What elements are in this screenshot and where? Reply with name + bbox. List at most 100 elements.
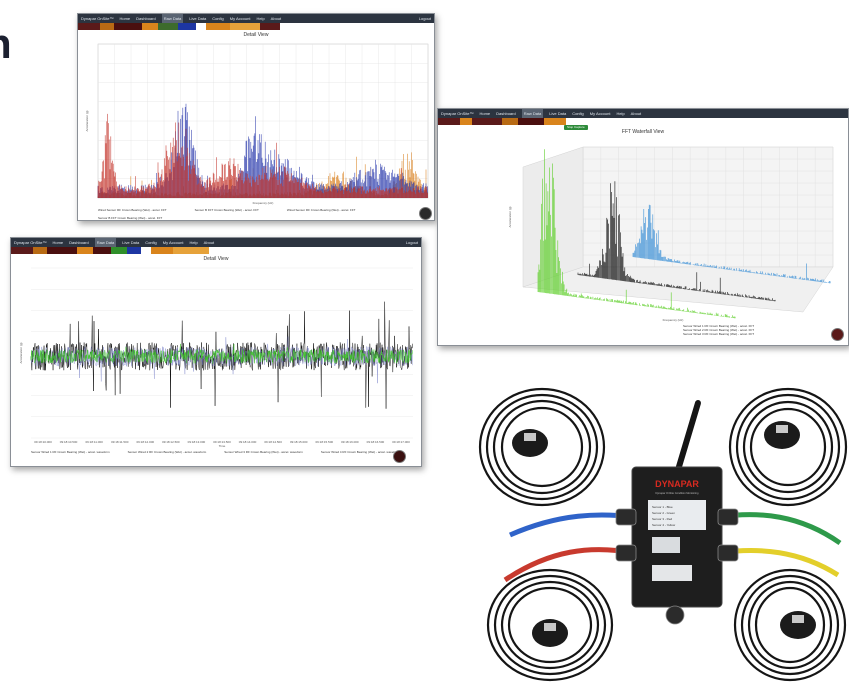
x-tick-label: 09:18:15.500: [316, 440, 334, 444]
nav-logout[interactable]: Logout: [418, 16, 431, 21]
x-tick-label: 09:18:16.500: [367, 440, 385, 444]
nav-help[interactable]: Help: [616, 111, 625, 116]
legend-item[interactable]: Sensor Wired 4 RF Crown Bearing (Wet) - …: [320, 450, 400, 454]
x-tick-label: 09:18:15.000: [290, 440, 308, 444]
nav-account[interactable]: My Account: [162, 240, 184, 245]
fft-plot[interactable]: Frequency (Hz) Acceleration (g): [78, 14, 434, 220]
x-axis-label: Time: [219, 444, 226, 448]
fft-detail-screenshot: Dynapar OnSite™ Home Dashboard Raw Data …: [77, 13, 435, 221]
nav-brand[interactable]: Dynapar OnSite™: [441, 111, 474, 116]
x-tick-label: 09:18:13.000: [188, 440, 206, 444]
device-info-label: [648, 500, 706, 530]
nav-home[interactable]: Home: [52, 240, 64, 245]
settings-gear-icon[interactable]: [831, 328, 844, 341]
nav-about[interactable]: About: [630, 111, 642, 116]
connectors: [615, 508, 739, 625]
waveform-detail-screenshot: Dynapar OnSite™ Home Dashboard Raw Data …: [10, 237, 422, 467]
waveform-series-green: [30, 343, 413, 365]
x-tick-label: 09:18:14.000: [239, 440, 257, 444]
waterfall-series-blue: [632, 204, 831, 284]
nav-live-data[interactable]: Live Data: [189, 16, 207, 21]
chart-title: Detail View: [203, 256, 229, 262]
waterfall-plot[interactable]: Acceleration (g) Frequency (Hz): [438, 109, 848, 345]
device-label-line: Sensor 1 - Blue: [652, 505, 673, 509]
x-tick-label: 09:18:17.000: [392, 440, 410, 444]
chart-legend: Wired Sensor RF Crown Bearing (Wet) - ac…: [98, 208, 414, 220]
nav-dashboard[interactable]: Dashboard: [69, 240, 89, 245]
nav-config[interactable]: Config: [572, 111, 584, 116]
legend-item[interactable]: Sensor B FFT Crown Bearing (Wet) - accel…: [194, 208, 259, 212]
brand-label: DYNAPAR: [655, 479, 699, 489]
nav-help[interactable]: Help: [256, 16, 265, 21]
nav-dashboard[interactable]: Dashboard: [136, 16, 156, 21]
nav-bar: Dynapar OnSite™ Home Dashboard Raw Data …: [78, 14, 434, 23]
legend-item[interactable]: Wired Sensor RF Crown Bearing (Wet) - ac…: [98, 208, 167, 212]
fft-series-red: [97, 113, 428, 198]
x-axis-label: Frequency (Hz): [663, 318, 684, 322]
nav-config[interactable]: Config: [145, 240, 157, 245]
sensor-status-bar: [11, 247, 421, 254]
nav-config[interactable]: Config: [212, 16, 224, 21]
mid-label: [652, 537, 680, 553]
x-tick-label: 09:18:10.500: [60, 440, 78, 444]
x-tick-label: 09:18:11.500: [111, 440, 129, 444]
device-label-line: Sensor 3 - Red: [652, 517, 673, 521]
nav-brand[interactable]: Dynapar OnSite™: [14, 240, 47, 245]
nav-raw-data[interactable]: Raw Data: [161, 14, 184, 23]
lower-label: [652, 565, 692, 581]
page-heading-fragment: n: [0, 20, 12, 68]
device-label-line: Sensor 2 - Green: [652, 511, 675, 515]
nav-bar: Dynapar OnSite™ Home Dashboard Raw Data …: [438, 109, 848, 118]
nav-live-data[interactable]: Live Data: [549, 111, 567, 116]
sensor-status-bar: [438, 118, 848, 125]
legend-item[interactable]: Sensor B FFT Crown Bearing (Wet) - accel…: [98, 216, 163, 220]
nav-about[interactable]: About: [270, 16, 282, 21]
y-axis-label: Acceleration (g): [85, 110, 89, 131]
cable-coils: [478, 387, 848, 682]
settings-gear-icon[interactable]: [393, 450, 406, 463]
legend-item[interactable]: Sensor Wired 1 RF Crown Bearing (Wet) - …: [683, 324, 755, 328]
chart-legend: Sensor Wired 1 RF Crown Bearing (Wet) - …: [31, 450, 401, 454]
x-tick-label: 09:18:14.500: [264, 440, 282, 444]
nav-raw-data[interactable]: Raw Data: [94, 238, 117, 247]
y-axis-label: Acceleration (g): [508, 206, 512, 227]
x-tick-label: 09:18:12.000: [137, 440, 155, 444]
stop-capture-button[interactable]: Stop Capture: [564, 125, 588, 130]
waveform-plot[interactable]: 09:18:10.000 09:18:10.500 09:18:11.000 09:1…: [11, 238, 421, 466]
nav-live-data[interactable]: Live Data: [122, 240, 140, 245]
legend-item[interactable]: Sensor Wired 3 RF Crown Bearing (Wet) - …: [224, 450, 303, 454]
settings-gear-icon[interactable]: [419, 207, 432, 220]
y-axis-label: Acceleration (g): [19, 342, 23, 363]
nav-about[interactable]: About: [203, 240, 215, 245]
nav-brand[interactable]: Dynapar OnSite™: [81, 16, 114, 21]
antenna: [675, 400, 701, 473]
waterfall-series-green: [537, 149, 736, 319]
x-tick-label: 09:18:13.500: [213, 440, 231, 444]
fft-waterfall-screenshot: Dynapar OnSite™ Home Dashboard Raw Data …: [437, 108, 849, 346]
nav-home[interactable]: Home: [479, 111, 491, 116]
device-tagline: Dynapar OnSite Condition Monitoring: [656, 491, 700, 495]
nav-account[interactable]: My Account: [229, 16, 251, 21]
chart-legend: Sensor Wired 1 RF Crown Bearing (Wet) - …: [683, 324, 754, 336]
nav-account[interactable]: My Account: [589, 111, 611, 116]
nav-help[interactable]: Help: [189, 240, 198, 245]
legend-item[interactable]: Sensor Wired 1 RF Crown Bearing (Wet) - …: [31, 450, 110, 454]
sensor-hub-illustration: DYNAPAR Dynapar OnSite Condition Monitor…: [478, 387, 848, 682]
legend-item[interactable]: Sensor Wired 3 RF Crown Bearing (Wet) - …: [683, 332, 755, 336]
x-tick-label: 09:18:10.000: [34, 440, 52, 444]
device-label-line: Sensor 4 - Yellow: [652, 523, 676, 527]
nav-home[interactable]: Home: [119, 16, 131, 21]
nav-dashboard[interactable]: Dashboard: [496, 111, 516, 116]
sensor-status-bar: [78, 23, 434, 30]
nav-raw-data[interactable]: Raw Data: [521, 109, 544, 118]
nav-logout[interactable]: Logout: [405, 240, 418, 245]
legend-item[interactable]: Wired Sensor RF Crown Bearing (Wet) - ac…: [286, 208, 356, 212]
x-tick-label: 09:18:11.000: [85, 440, 103, 444]
x-axis-label: Frequency (Hz): [253, 201, 274, 205]
chart-title: Detail View: [243, 32, 269, 38]
legend-item[interactable]: Sensor Wired 2 RF Crown Bearing (Wet) - …: [683, 328, 755, 332]
floor: [522, 266, 834, 313]
x-tick-label: 09:18:12.500: [162, 440, 180, 444]
x-tick-label: 09:18:16.000: [341, 440, 359, 444]
legend-item[interactable]: Sensor Wired 2 RF Crown Bearing (Wet) - …: [127, 450, 207, 454]
